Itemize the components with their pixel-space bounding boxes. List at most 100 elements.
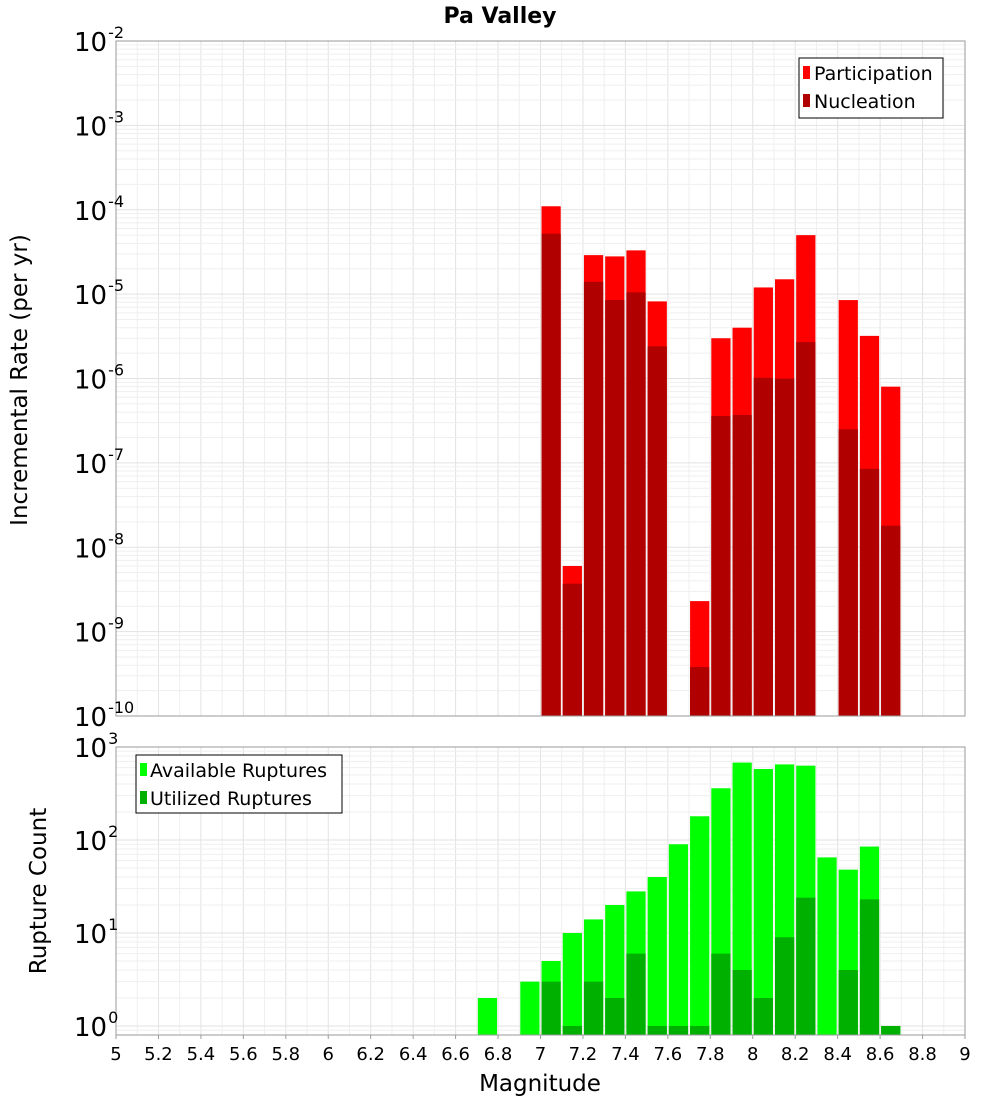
y-tick-label: 101 bbox=[74, 915, 118, 950]
utilized-ruptures-bar bbox=[881, 1025, 901, 1035]
rate-y-axis-label: Incremental Rate (per yr) bbox=[7, 234, 33, 526]
nucleation-bar bbox=[732, 414, 752, 716]
x-tick-label: 8 bbox=[747, 1044, 758, 1065]
x-tick-label: 6 bbox=[323, 1044, 334, 1065]
nucleation-bar bbox=[690, 667, 710, 716]
utilized-legend-label: Utilized Ruptures bbox=[150, 788, 312, 810]
magnitude-x-axis-label: Magnitude bbox=[479, 1071, 601, 1097]
nucleation-bar bbox=[796, 342, 816, 716]
x-tick-label: 5 bbox=[110, 1044, 121, 1065]
nucleation-legend-swatch bbox=[803, 94, 810, 107]
available-ruptures-bar bbox=[753, 769, 773, 1035]
nucleation-bar bbox=[647, 346, 667, 716]
y-tick-label: 10-6 bbox=[74, 361, 124, 396]
utilized-legend-swatch bbox=[140, 791, 147, 804]
count-legend: Available Ruptures Utilized Ruptures bbox=[135, 754, 343, 814]
x-tick-label: 9 bbox=[959, 1044, 970, 1065]
nucleation-bar bbox=[711, 415, 731, 716]
x-tick-label: 7.6 bbox=[654, 1044, 683, 1065]
rate-plot-frame bbox=[115, 40, 966, 717]
count-y-axis-label: Rupture Count bbox=[26, 808, 52, 974]
nucleation-bar bbox=[774, 378, 795, 716]
utilized-ruptures-bar bbox=[583, 981, 604, 1035]
count-legend-box bbox=[135, 754, 343, 814]
rate-bars bbox=[541, 206, 901, 717]
y-tick-label: 10-9 bbox=[74, 614, 124, 649]
x-tick-label: 8.6 bbox=[866, 1044, 895, 1065]
available-legend-label: Available Ruptures bbox=[150, 760, 327, 782]
x-tick-label: 5.4 bbox=[187, 1044, 216, 1065]
nucleation-bar bbox=[626, 292, 646, 716]
nucleation-bar bbox=[838, 429, 858, 716]
y-tick-label: 10-5 bbox=[74, 276, 124, 311]
x-tick-label: 5.2 bbox=[144, 1044, 173, 1065]
nucleation-bar bbox=[583, 281, 604, 716]
available-ruptures-bar bbox=[817, 857, 837, 1035]
count-panel: 100 101 102 103 5 5.2 5.4 5.6 5.8 6 6.2 6.4 6.6 6.8 7… bbox=[26, 729, 971, 1097]
nucleation-bar bbox=[541, 233, 561, 716]
x-tick-label: 7.4 bbox=[611, 1044, 640, 1065]
available-ruptures-bar bbox=[520, 981, 540, 1035]
x-tick-label: 7 bbox=[535, 1044, 546, 1065]
x-tick-label: 5.8 bbox=[271, 1044, 300, 1065]
utilized-ruptures-bar bbox=[626, 953, 646, 1035]
participation-legend-swatch bbox=[803, 66, 810, 79]
available-ruptures-bar bbox=[647, 877, 667, 1035]
utilized-ruptures-bar bbox=[859, 899, 880, 1035]
x-tick-label: 8.4 bbox=[823, 1044, 852, 1065]
x-tick-label: 5.6 bbox=[229, 1044, 258, 1065]
x-tick-label: 8.8 bbox=[908, 1044, 937, 1065]
utilized-ruptures-bar bbox=[732, 969, 752, 1035]
y-tick-label: 10-10 bbox=[74, 698, 134, 733]
available-ruptures-bar bbox=[690, 816, 710, 1035]
y-tick-label: 10-3 bbox=[74, 107, 124, 142]
x-tick-label: 7.2 bbox=[569, 1044, 598, 1065]
count-bars bbox=[477, 762, 901, 1035]
nucleation-bar bbox=[562, 583, 582, 716]
nucleation-bar bbox=[859, 468, 880, 716]
nucleation-legend-label: Nucleation bbox=[814, 91, 916, 113]
count-y-ticks: 100 101 102 103 bbox=[74, 729, 118, 1043]
y-tick-label: 10-8 bbox=[74, 529, 124, 564]
utilized-ruptures-bar bbox=[668, 1025, 689, 1035]
rate-panel: 10-10 10-9 10-8 10-7 10-6 10-5 10-4 10-3 10-2 In… bbox=[7, 23, 966, 733]
utilized-ruptures-bar bbox=[541, 981, 561, 1035]
x-tick-label: 6.4 bbox=[399, 1044, 428, 1065]
utilized-ruptures-bar bbox=[796, 897, 816, 1035]
rate-legend-box bbox=[798, 57, 944, 119]
utilized-ruptures-bar bbox=[838, 969, 858, 1035]
chart-title: Pa Valley bbox=[443, 4, 556, 29]
x-tick-label: 8.2 bbox=[781, 1044, 810, 1065]
available-ruptures-bar bbox=[562, 932, 582, 1035]
participation-legend-label: Participation bbox=[814, 63, 933, 85]
y-tick-label: 102 bbox=[74, 822, 118, 857]
nucleation-bar bbox=[605, 300, 625, 716]
utilized-ruptures-bar bbox=[753, 997, 773, 1035]
utilized-ruptures-bar bbox=[647, 1025, 667, 1035]
rate-y-ticks: 10-10 10-9 10-8 10-7 10-6 10-5 10-4 10-3 10-2 bbox=[74, 23, 134, 733]
available-ruptures-bar bbox=[732, 762, 752, 1035]
utilized-ruptures-bar bbox=[562, 1025, 582, 1035]
utilized-ruptures-bar bbox=[711, 953, 731, 1035]
nucleation-bar bbox=[753, 377, 773, 716]
available-legend-swatch bbox=[140, 763, 147, 776]
y-tick-label: 10-4 bbox=[74, 192, 124, 227]
x-tick-label: 6.2 bbox=[356, 1044, 385, 1065]
x-tick-label: 7.8 bbox=[696, 1044, 725, 1065]
y-tick-label: 103 bbox=[74, 729, 118, 764]
utilized-ruptures-bar bbox=[690, 1025, 710, 1035]
available-ruptures-bar bbox=[668, 844, 689, 1035]
magnitude-x-ticks: 5 5.2 5.4 5.6 5.8 6 6.2 6.4 6.6 6.8 7 7.2 7.4 7.6 7.8 8… bbox=[110, 1035, 971, 1065]
utilized-ruptures-bar bbox=[605, 997, 625, 1035]
x-tick-label: 6.6 bbox=[441, 1044, 470, 1065]
nucleation-bar bbox=[881, 525, 901, 716]
rate-grid bbox=[115, 40, 966, 717]
y-tick-label: 100 bbox=[74, 1008, 118, 1043]
rate-legend: Participation Nucleation bbox=[798, 57, 944, 119]
y-tick-label: 10-7 bbox=[74, 445, 124, 480]
y-tick-label: 10-2 bbox=[74, 23, 124, 58]
available-ruptures-bar bbox=[477, 997, 498, 1035]
utilized-ruptures-bar bbox=[774, 937, 795, 1035]
